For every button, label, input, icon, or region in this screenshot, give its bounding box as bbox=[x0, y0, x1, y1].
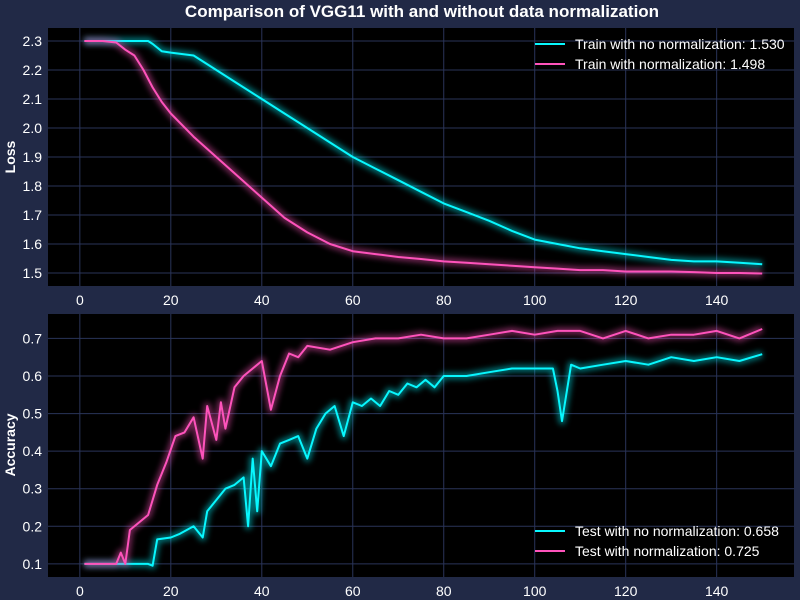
y-tick-label: 0.4 bbox=[23, 443, 43, 459]
x-tick-label: 40 bbox=[254, 583, 270, 599]
y-tick-label: 1.9 bbox=[23, 149, 43, 165]
series-line-no-normalization bbox=[84, 353, 763, 567]
y-axis-label: Loss bbox=[2, 140, 18, 173]
accuracy-panel: 0 20 40 60 80 100 120 140 0.1 0.2 0.3 0.4 0.5 0.6 0.7 A… bbox=[2, 314, 794, 599]
x-tick-label: 20 bbox=[163, 292, 179, 308]
x-tick-label: 60 bbox=[345, 583, 361, 599]
y-tick-label: 1.6 bbox=[23, 236, 43, 252]
x-tick-label: 80 bbox=[436, 292, 452, 308]
x-tick-label: 60 bbox=[345, 292, 361, 308]
chart-title: Comparison of VGG11 with and without dat… bbox=[185, 2, 659, 21]
series-line-no-normalization bbox=[84, 40, 763, 266]
x-tick-label: 40 bbox=[254, 292, 270, 308]
y-tick-label: 0.1 bbox=[23, 556, 43, 572]
legend-entry: Train with no normalization: 1.530 bbox=[575, 36, 785, 52]
y-axis-label: Accuracy bbox=[2, 413, 18, 476]
x-tick-label: 0 bbox=[76, 292, 84, 308]
loss-panel: 0 20 40 60 80 100 120 140 1.5 1.6 1.7 1.8 1.9 2.0 2.1 2… bbox=[2, 28, 794, 308]
y-tick-label: 1.7 bbox=[23, 207, 43, 223]
legend-entry: Test with no normalization: 0.658 bbox=[575, 523, 779, 539]
x-tick-label: 120 bbox=[614, 292, 638, 308]
y-tick-label: 1.5 bbox=[23, 265, 43, 281]
y-tick-label: 2.2 bbox=[23, 62, 43, 78]
y-tick-label: 0.3 bbox=[23, 481, 43, 497]
y-tick-label: 0.5 bbox=[23, 406, 43, 422]
legend-entry: Test with normalization: 0.725 bbox=[575, 543, 760, 559]
x-tick-label: 140 bbox=[705, 292, 729, 308]
x-tick-label: 0 bbox=[76, 583, 84, 599]
x-tick-label: 20 bbox=[163, 583, 179, 599]
y-tick-label: 0.6 bbox=[23, 368, 43, 384]
x-tick-label: 140 bbox=[705, 583, 729, 599]
y-tick-label: 1.8 bbox=[23, 178, 43, 194]
series-line-normalization bbox=[84, 40, 763, 275]
series-line-normalization bbox=[84, 328, 763, 565]
x-tick-label: 100 bbox=[523, 292, 547, 308]
y-tick-label: 2.0 bbox=[23, 120, 43, 136]
y-tick-label: 2.1 bbox=[23, 91, 43, 107]
y-tick-label: 0.7 bbox=[23, 330, 43, 346]
y-tick-label: 0.2 bbox=[23, 518, 43, 534]
x-tick-label: 120 bbox=[614, 583, 638, 599]
x-tick-label: 100 bbox=[523, 583, 547, 599]
x-tick-label: 80 bbox=[436, 583, 452, 599]
legend-entry: Train with normalization: 1.498 bbox=[575, 56, 765, 72]
y-tick-label: 2.3 bbox=[23, 33, 43, 49]
